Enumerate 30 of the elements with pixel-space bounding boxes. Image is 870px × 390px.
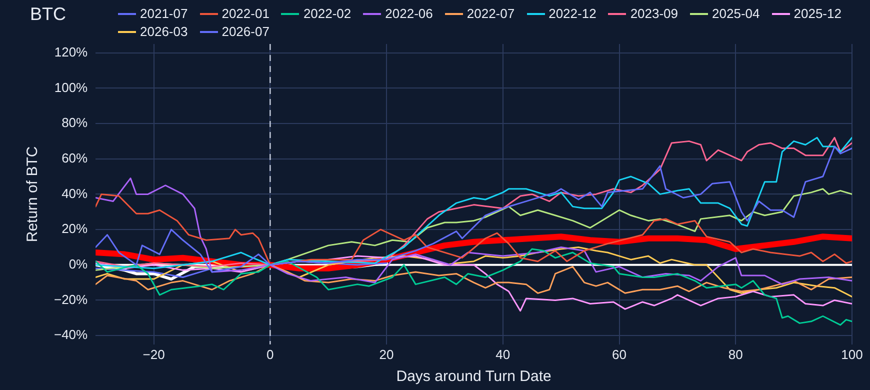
- x-tick-label: 80: [728, 346, 743, 362]
- legend-label: 2022-02: [303, 6, 352, 21]
- y-tick-label: 40%: [62, 186, 88, 201]
- y-tick-label: 120%: [54, 44, 88, 60]
- x-tick-label: 60: [612, 346, 626, 362]
- x-tick-label: −20: [142, 346, 165, 362]
- legend-label: 2025-04: [712, 6, 760, 21]
- x-tick-label: 40: [496, 346, 510, 362]
- legend-label: 2026-03: [140, 24, 188, 39]
- y-tick-label: 0%: [68, 256, 88, 272]
- legend-label: 2022-06: [385, 6, 433, 21]
- legend-label: 2022-07: [466, 6, 515, 21]
- legend-label: 2026-07: [222, 24, 270, 39]
- legend-label: 2021-07: [140, 6, 188, 21]
- legend-label: 2022-12: [548, 6, 596, 21]
- y-tick-label: 20%: [62, 221, 88, 236]
- chart-title: BTC: [30, 4, 66, 25]
- x-tick-label: 0: [266, 346, 274, 362]
- legend-label: 2023-09: [630, 6, 678, 21]
- legend-label: 2022-01: [222, 6, 270, 21]
- x-tick-label: 100: [841, 346, 863, 362]
- y-tick-label: −40%: [54, 327, 88, 342]
- legend-label: 2025-12: [794, 6, 842, 21]
- y-axis-title: Return of BTC: [24, 146, 42, 242]
- x-tick-label: 20: [379, 346, 394, 362]
- y-tick-label: 60%: [62, 150, 88, 166]
- y-tick-label: −20%: [54, 292, 88, 307]
- y-tick-label: 80%: [62, 115, 88, 130]
- x-axis-title: Days around Turn Date: [396, 368, 552, 386]
- y-tick-label: 100%: [54, 80, 88, 95]
